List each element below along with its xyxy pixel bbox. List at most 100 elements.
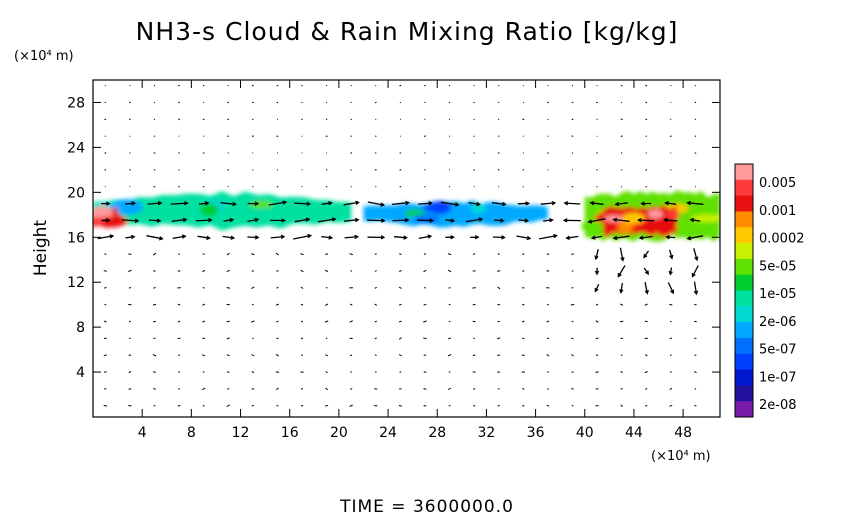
wind-vector	[350, 354, 353, 357]
wind-vector	[202, 287, 205, 289]
colorbar-swatch	[735, 306, 753, 323]
wind-vector	[399, 371, 402, 373]
wind-vector	[546, 270, 550, 272]
colorbar-swatch	[735, 227, 753, 244]
wind-vector-head	[158, 236, 164, 241]
field-patch	[647, 209, 663, 219]
wind-vector	[252, 118, 254, 121]
y-tick-label: 16	[67, 230, 85, 246]
wind-vector	[367, 219, 385, 222]
wind-vector	[317, 218, 336, 223]
wind-vector	[301, 354, 303, 356]
wind-vector	[202, 303, 206, 306]
wind-vector	[148, 219, 161, 222]
wind-vector	[153, 270, 156, 272]
wind-vector	[153, 337, 156, 340]
wind-vector	[491, 202, 506, 206]
colorbar-swatch	[735, 164, 753, 181]
wind-vector	[644, 354, 648, 357]
wind-vector	[324, 320, 329, 323]
wind-vector	[669, 320, 672, 323]
wind-vector-head	[664, 201, 669, 206]
colorbar-label: 5e-07	[759, 343, 797, 358]
field-patch	[165, 202, 189, 217]
wind-vector	[596, 118, 598, 121]
x-tick-label: 32	[477, 425, 495, 441]
wind-vector	[343, 201, 359, 206]
wind-vector	[497, 354, 501, 357]
wind-vector-head	[232, 201, 237, 207]
wind-vector	[546, 152, 549, 154]
colorbar-swatch	[735, 179, 753, 197]
x-tick-label: 48	[674, 425, 692, 441]
wind-vector	[374, 270, 377, 272]
wind-vector	[226, 371, 230, 373]
wind-vector	[251, 135, 254, 137]
wind-vector	[664, 219, 678, 222]
wind-vector-head	[594, 287, 599, 293]
wind-vector	[301, 101, 303, 104]
wind-vector	[226, 252, 230, 256]
wind-vector	[669, 371, 672, 373]
wind-vector	[445, 219, 454, 222]
wind-vector	[226, 320, 230, 323]
y-tick-label: 4	[76, 365, 85, 381]
wind-vector	[103, 404, 108, 407]
wind-vector	[595, 303, 599, 306]
wind-vector	[294, 218, 310, 223]
wind-vector	[644, 281, 648, 294]
wind-vector	[350, 101, 352, 104]
colorbar: 0.005 0.001 0.0002 5e-05 1e-05 2e-06 5e-07 1e-0…	[734, 163, 805, 418]
wind-vector	[546, 404, 550, 407]
wind-vector	[423, 269, 427, 273]
x-tick-label: 16	[281, 425, 299, 441]
wind-vector	[613, 218, 630, 222]
wind-vector-head	[282, 200, 288, 205]
wind-vector	[522, 169, 525, 171]
wind-vector	[325, 354, 329, 357]
wind-vector	[350, 118, 352, 121]
x-tick-label: 44	[625, 425, 643, 441]
wind-vector	[344, 235, 358, 239]
wind-vector	[543, 219, 553, 222]
wind-vector	[423, 320, 427, 323]
wind-vector	[645, 169, 648, 171]
wind-vector	[146, 235, 163, 240]
wind-vector	[251, 270, 255, 272]
wind-vector	[473, 337, 475, 340]
colorbar-label: 0.005	[759, 176, 796, 191]
wind-vector	[472, 371, 476, 373]
wind-vector	[349, 303, 353, 306]
wind-vector	[398, 286, 402, 289]
wind-vector	[300, 303, 304, 306]
x-tick-label: 20	[330, 425, 348, 441]
wind-vector-head	[474, 235, 480, 240]
colorbar-swatch	[735, 369, 753, 386]
colorbar-swatch	[735, 401, 753, 418]
wind-vector	[645, 84, 648, 87]
wind-vector	[468, 201, 480, 206]
wind-vector-head	[331, 217, 337, 222]
wind-vector	[447, 253, 452, 256]
wind-vector	[247, 218, 259, 223]
wind-vector	[546, 101, 549, 104]
wind-vector-head	[562, 218, 568, 223]
wind-vector	[226, 287, 231, 289]
wind-vector	[423, 253, 427, 256]
wind-vector	[276, 405, 279, 407]
wind-vector	[195, 219, 212, 222]
wind-vector	[693, 248, 698, 261]
wind-vector	[300, 253, 304, 256]
wind-vector	[374, 101, 377, 104]
wind-vector	[153, 371, 156, 373]
wind-vector	[638, 219, 655, 222]
x-axis: 4 8 12 16 20 24 28 32 36 40 44 48	[138, 80, 692, 441]
wind-vector-head	[565, 235, 571, 240]
wind-vector	[128, 320, 131, 323]
wind-vector	[591, 235, 603, 239]
wind-vector	[391, 202, 409, 206]
wind-vector-head	[305, 217, 311, 222]
wind-vector	[448, 303, 451, 306]
wind-vector-head	[131, 201, 137, 206]
wind-vector	[321, 235, 332, 239]
